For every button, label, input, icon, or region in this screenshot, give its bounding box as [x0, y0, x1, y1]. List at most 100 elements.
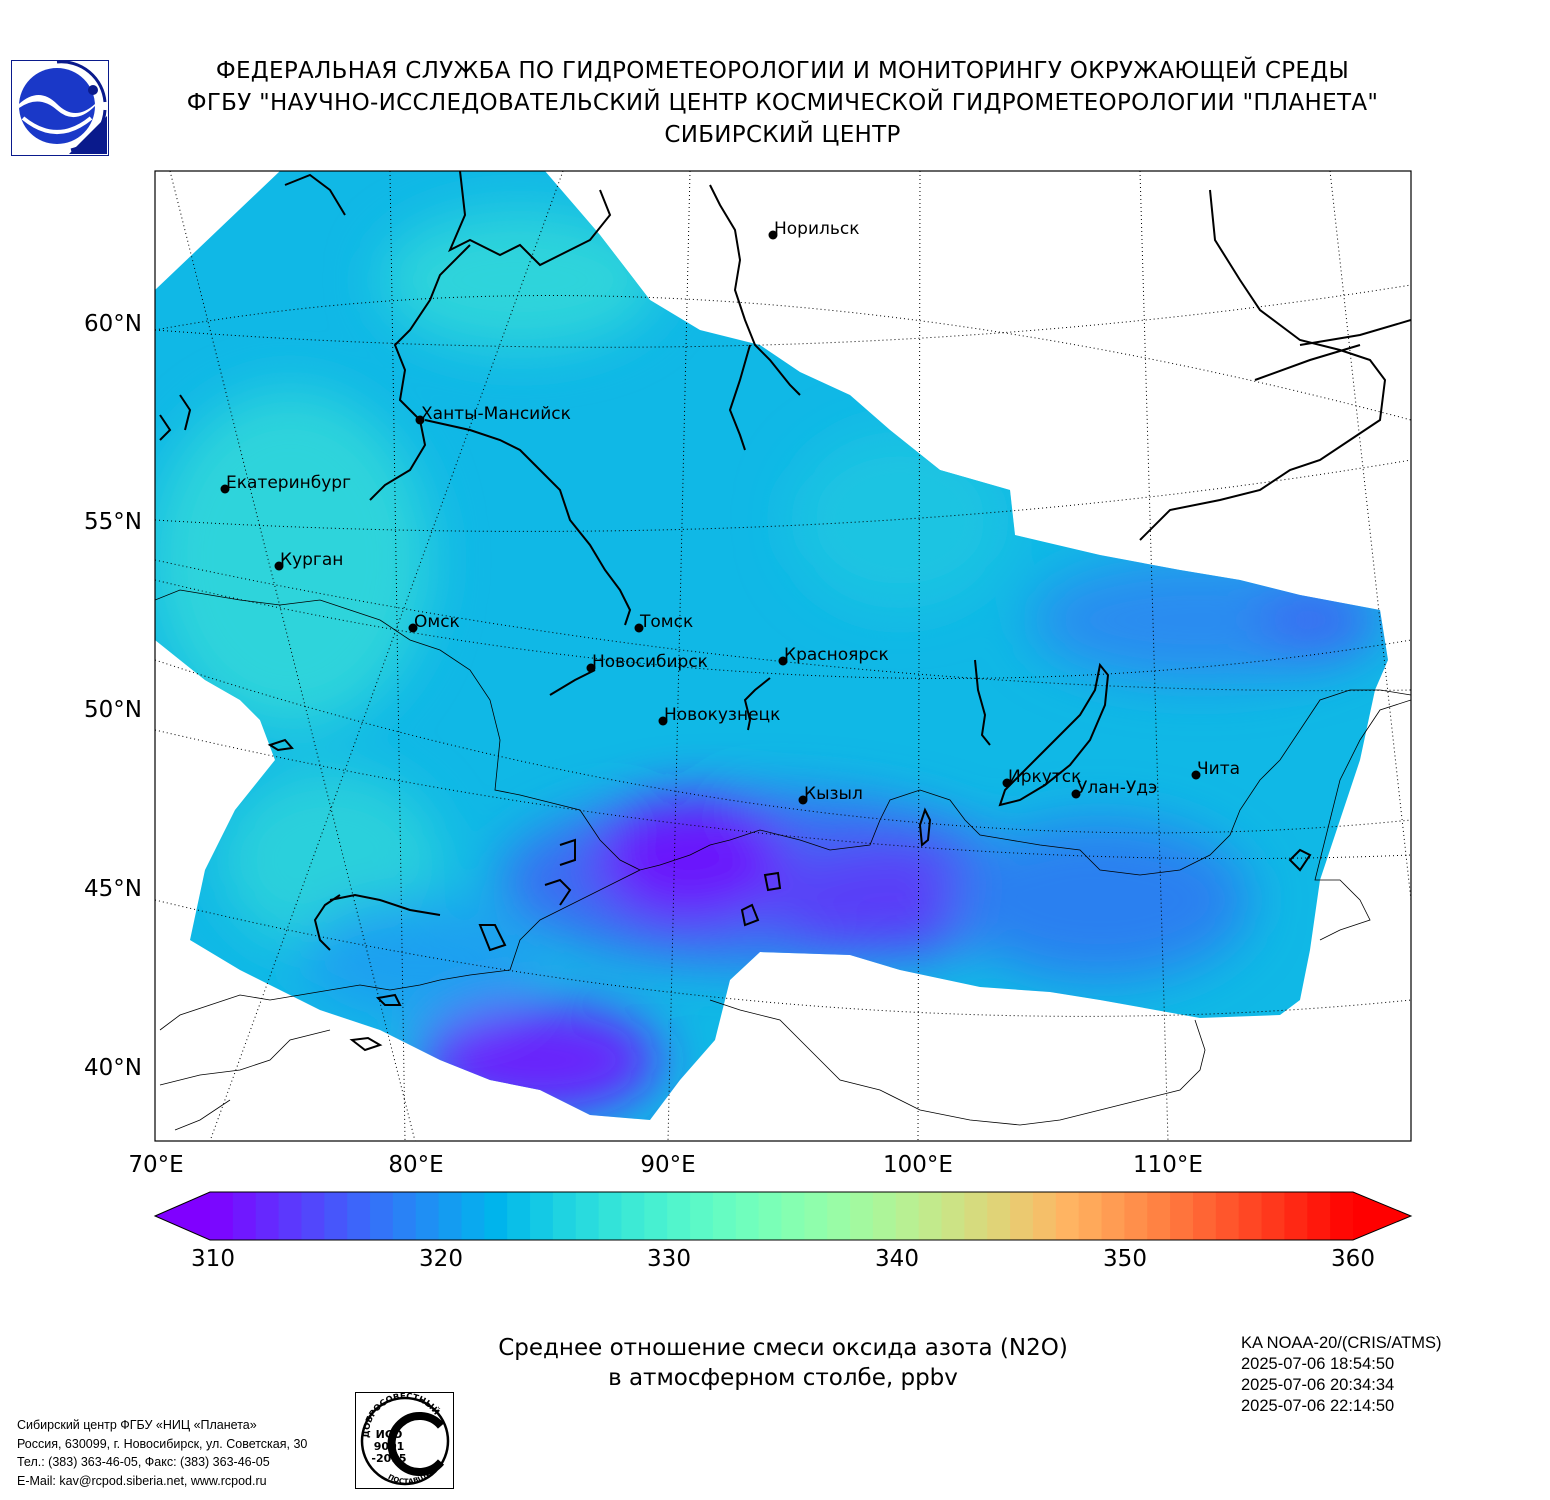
header-line-1: ФЕДЕРАЛЬНАЯ СЛУЖБА ПО ГИДРОМЕТЕОРОЛОГИИ … — [215, 58, 1350, 84]
city-label: Новокузнецк — [664, 705, 780, 725]
lon-label: 110°E — [1133, 1152, 1203, 1178]
colorbar-step — [1215, 1192, 1240, 1240]
satellite-time: 2025-07-06 18:54:50 — [1241, 1355, 1395, 1373]
colorbar-step — [667, 1192, 691, 1240]
lon-label: 90°E — [640, 1152, 696, 1178]
colorbar-step — [644, 1192, 668, 1240]
colorbar — [153, 1191, 1413, 1241]
colorbar-step — [210, 1192, 234, 1240]
lon-label: 80°E — [388, 1152, 444, 1178]
city-dot — [798, 795, 808, 805]
city-label: Курган — [280, 550, 343, 570]
colorbar-step — [964, 1192, 988, 1240]
colorbar-step — [918, 1192, 943, 1240]
city-label: Екатеринбург — [226, 473, 351, 493]
city-dot — [408, 623, 418, 633]
borders — [155, 589, 1411, 1131]
lat-label: 60°N — [84, 311, 142, 337]
colorbar-step — [1101, 1192, 1125, 1240]
header-line-2: ФГБУ "НАУЧНО-ИССЛЕДОВАТЕЛЬСКИЙ ЦЕНТР КОС… — [186, 90, 1379, 116]
map-frame — [154, 170, 1412, 1142]
colorbar-step — [232, 1192, 257, 1240]
city-marker: Норильск — [768, 219, 860, 240]
city-marker: Томск — [634, 612, 693, 633]
city-label: Ханты-Мансийск — [421, 404, 571, 424]
city-dot — [1191, 770, 1201, 780]
colorbar-step — [781, 1192, 805, 1240]
colorbar-step — [278, 1192, 303, 1240]
footer-line: Тел.: (383) 363-46-05, Факс: (383) 363-4… — [17, 1455, 270, 1469]
lat-label: 40°N — [84, 1055, 142, 1081]
footer-contacts: Сибирский центр ФГБУ «НИЦ «Планета» Росс… — [17, 1416, 307, 1490]
roshydromet-logo — [11, 60, 109, 156]
colorbar-extend-min — [155, 1192, 210, 1240]
city-marker: Чита — [1191, 759, 1240, 780]
colorbar-step — [758, 1192, 783, 1240]
satellite-name: KA NOAA-20/(CRIS/ATMS) — [1241, 1334, 1442, 1352]
colorbar-step — [941, 1192, 965, 1240]
colorbar-step — [1032, 1192, 1057, 1240]
colorbar-extend-max — [1353, 1192, 1411, 1240]
city-label: Красноярск — [784, 645, 889, 665]
colorbar-step — [1192, 1192, 1217, 1240]
colorbar-step — [621, 1192, 645, 1240]
colorbar-step — [552, 1192, 577, 1240]
colorbar-step — [598, 1192, 623, 1240]
city-marker: Иркутск — [1002, 767, 1081, 788]
city-marker: Новосибирск — [586, 652, 708, 673]
city-label: Омск — [414, 612, 460, 632]
map-title: Среднее отношение смеси оксида азота (N2… — [430, 1333, 1136, 1393]
city-dot — [768, 230, 778, 240]
coastlines — [159, 171, 1411, 1052]
footer-line: E-Mail: kav@rcpod.siberia.net, www.rcpod… — [17, 1473, 267, 1488]
colorbar-step — [347, 1192, 371, 1240]
city-dot — [220, 484, 230, 494]
city-marker: Курган — [274, 550, 343, 571]
city-dot — [658, 716, 668, 726]
colorbar-step — [255, 1192, 280, 1240]
colorbar-step — [1170, 1192, 1194, 1240]
city-dot — [778, 656, 788, 666]
colorbar-step — [735, 1192, 760, 1240]
city-marker: Ханты-Мансийск — [415, 404, 571, 425]
colorbar-tick: 340 — [875, 1246, 919, 1272]
header-line-3: СИБИРСКИЙ ЦЕНТР — [664, 122, 901, 148]
city-layer: Норильск Ханты-Мансийск Екатеринбург Курган… — [220, 219, 1240, 805]
colorbar-step — [895, 1192, 920, 1240]
colorbar-step — [1147, 1192, 1171, 1240]
lon-label: 100°E — [883, 1152, 953, 1178]
colorbar-tick: 330 — [647, 1246, 691, 1272]
graticule — [155, 171, 1411, 1141]
colorbar-step — [461, 1192, 485, 1240]
city-marker: Кызыл — [798, 784, 863, 805]
colorbar-step — [1078, 1192, 1103, 1240]
colorbar-step — [1238, 1192, 1263, 1240]
colorbar-step — [1261, 1192, 1286, 1240]
colorbar-step — [415, 1192, 440, 1240]
colorbar-step — [438, 1192, 463, 1240]
footer-line: Сибирский центр ФГБУ «НИЦ «Планета» — [17, 1418, 257, 1432]
lon-label: 70°E — [128, 1152, 184, 1178]
satellite-time: 2025-07-06 20:34:34 — [1241, 1376, 1395, 1394]
city-label: Чита — [1197, 759, 1240, 779]
colorbar-step — [1284, 1192, 1308, 1240]
colorbar-step — [484, 1192, 508, 1240]
colorbar-step — [804, 1192, 828, 1240]
lat-label: 45°N — [84, 876, 142, 902]
city-marker: Новокузнецк — [658, 705, 780, 726]
colorbar-step — [507, 1192, 531, 1240]
colorbar-tick: 350 — [1103, 1246, 1147, 1272]
city-marker: Улан-Удэ — [1071, 778, 1157, 799]
city-dot — [415, 415, 425, 425]
footer-line: Россия, 630099, г. Новосибирск, ул. Сове… — [17, 1436, 308, 1451]
city-label: Новосибирск — [592, 652, 708, 672]
colorbar-step — [1307, 1192, 1331, 1240]
city-dot — [1002, 778, 1012, 788]
colorbar-outline — [153, 1191, 1413, 1241]
map-title-line-2: в атмосферном столбе, ppbv — [608, 1365, 958, 1391]
city-label: Кызыл — [804, 784, 863, 804]
city-dot — [586, 663, 596, 673]
city-label: Улан-Удэ — [1077, 778, 1157, 798]
colorbar-step — [1010, 1192, 1034, 1240]
colorbar-step — [1124, 1192, 1148, 1240]
